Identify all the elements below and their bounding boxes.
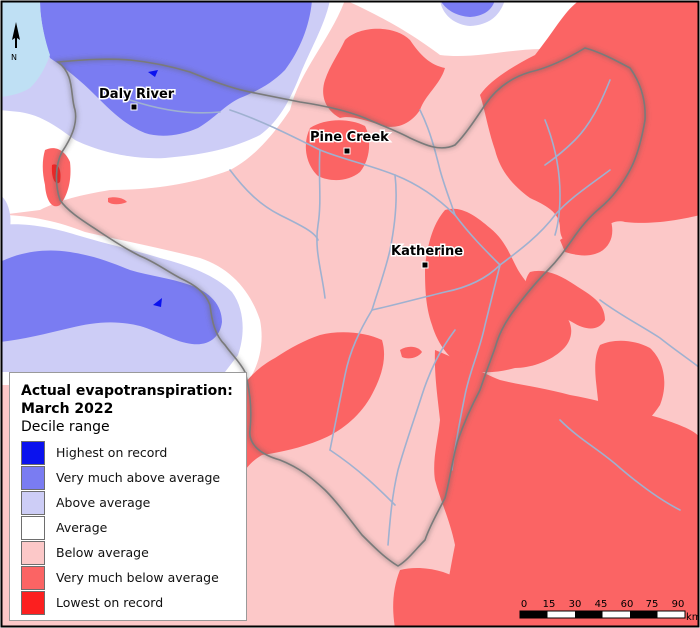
legend-swatch xyxy=(21,465,45,490)
scale-tick-label: 60 xyxy=(621,599,634,610)
decile-very-much-below-average-region xyxy=(425,208,572,373)
north-arrow-label: N xyxy=(11,53,17,62)
legend-item-above-average: Above average xyxy=(21,490,236,515)
legend-label: Lowest on record xyxy=(56,595,164,610)
decile-very-much-below-average-region xyxy=(480,2,698,246)
legend-label: Average xyxy=(56,520,108,535)
legend-item-lowest-on-record: Lowest on record xyxy=(21,590,236,615)
legend-label: Below average xyxy=(56,545,149,560)
town-label: Pine Creek xyxy=(310,130,389,145)
legend-swatch xyxy=(21,565,45,590)
town-pine-creek: Pine Creek xyxy=(309,129,391,155)
decile-very-much-below-average-region xyxy=(323,28,445,127)
decile-very-much-below-average-region xyxy=(434,350,698,626)
town-marker xyxy=(130,103,138,111)
catchment-boundary-line xyxy=(55,47,646,567)
town-daly-river: Daly River xyxy=(98,86,176,111)
scale-tick-label: 90 xyxy=(672,599,685,610)
legend-item-average: Average xyxy=(21,515,236,540)
scale-tick-label: 0 xyxy=(521,599,527,610)
legend-label: Very much below average xyxy=(56,570,219,585)
north-arrow-icon xyxy=(12,22,20,48)
legend-label: Very much above average xyxy=(56,470,221,485)
decile-very-much-below-average-region xyxy=(393,568,469,626)
legend-item-very-much-above-average: Very much above average xyxy=(21,465,236,490)
legend-title-line1: Actual evapotranspiration: xyxy=(21,383,233,399)
town-marker xyxy=(343,147,351,155)
river-network xyxy=(129,79,698,546)
legend-title-line2: March 2022 xyxy=(21,401,114,417)
scale-bar: 0 15 30 45 60 75 90 km xyxy=(519,599,700,623)
decile-very-much-below-average-region xyxy=(305,120,370,181)
decile-very-much-above-average-region xyxy=(2,250,222,345)
decile-very-much-below-average-region xyxy=(108,197,127,205)
town-katherine: Katherine xyxy=(390,243,465,269)
decile-very-much-below-average-region xyxy=(240,332,385,478)
decile-very-much-below-average-region xyxy=(560,218,613,256)
legend-subtitle: Decile range xyxy=(21,419,110,435)
legend-item-highest-on-record: Highest on record xyxy=(21,440,236,465)
scale-tick-label: 30 xyxy=(569,599,582,610)
legend-label: Above average xyxy=(56,495,151,510)
legend-swatch xyxy=(21,590,45,615)
decile-highest-on-record-region xyxy=(148,70,158,77)
scale-tick-label: 75 xyxy=(646,599,659,610)
town-label: Daly River xyxy=(99,87,175,102)
scale-tick-label: 15 xyxy=(543,599,556,610)
legend-swatch xyxy=(21,540,45,565)
town-label: Katherine xyxy=(391,244,463,259)
map-legend: Actual evapotranspiration: March 2022 De… xyxy=(9,372,247,621)
town-marker xyxy=(421,261,429,269)
north-arrow: N xyxy=(11,22,20,62)
scale-tick-label: 45 xyxy=(595,599,608,610)
decile-very-much-below-average-region xyxy=(400,346,422,359)
sea-area xyxy=(2,2,50,97)
legend-swatch xyxy=(21,515,45,540)
decile-highest-on-record-region xyxy=(153,298,162,307)
decile-very-much-above-average-region xyxy=(441,2,495,17)
legend-item-very-much-below-average: Very much below average xyxy=(21,565,236,590)
legend-swatch xyxy=(21,440,45,465)
legend-item-below-average: Below average xyxy=(21,540,236,565)
scale-unit-label: km xyxy=(686,612,700,623)
legend-swatch xyxy=(21,490,45,515)
decile-above-average-region xyxy=(2,196,11,232)
decile-very-much-below-average-region xyxy=(525,270,605,329)
legend-label: Highest on record xyxy=(56,445,168,460)
